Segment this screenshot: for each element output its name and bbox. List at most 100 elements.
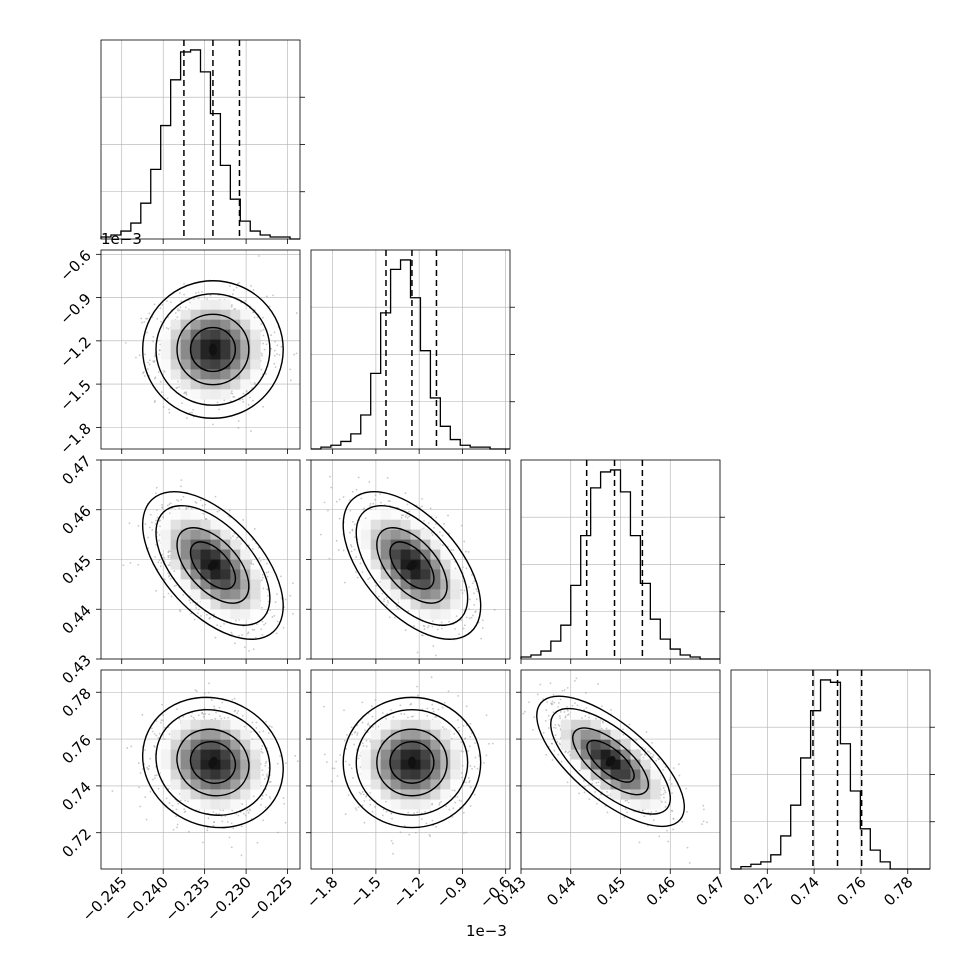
- density-cell: [230, 739, 241, 750]
- scatter-point: [261, 573, 264, 576]
- scatter-point: [431, 620, 434, 623]
- scatter-point: [458, 633, 460, 636]
- scatter-point: [436, 628, 439, 631]
- panel-content: [122, 479, 294, 652]
- scatter-point: [462, 627, 465, 630]
- scatter-point: [271, 616, 274, 618]
- density-cell: [390, 539, 401, 550]
- scatter-point: [329, 475, 331, 478]
- scatter-point: [159, 525, 161, 528]
- scatter-point: [187, 800, 189, 803]
- hist-panel-3: [520, 459, 725, 664]
- scatter-point: [246, 809, 249, 812]
- scatter-point: [187, 830, 190, 833]
- scatter-point: [374, 806, 376, 808]
- scatter-point: [274, 340, 276, 343]
- scatter-point: [254, 383, 257, 386]
- scatter-point: [335, 500, 338, 503]
- density-cell: [250, 569, 261, 580]
- density-cell: [250, 609, 261, 620]
- density-cell: [400, 519, 411, 530]
- scatter-point: [147, 361, 149, 364]
- scatter-point: [223, 717, 226, 719]
- scatter-point: [440, 621, 443, 624]
- scatter-point: [447, 514, 449, 517]
- density-cell: [410, 549, 421, 560]
- density-cell: [200, 579, 211, 590]
- scatter-point: [421, 505, 423, 508]
- scatter-point: [192, 408, 194, 411]
- scatter-point: [250, 561, 253, 564]
- density-cell: [200, 739, 211, 750]
- density-cell: [190, 559, 201, 570]
- heatmap-ytick-label: −0.9: [56, 290, 94, 328]
- density-cell: [180, 539, 191, 550]
- scatter-point: [185, 392, 187, 395]
- scatter-point: [180, 485, 182, 488]
- scatter-point: [357, 476, 360, 479]
- scatter-point: [265, 720, 267, 723]
- scatter-point: [241, 398, 244, 401]
- density-cell: [220, 379, 231, 390]
- scatter-point: [152, 335, 155, 338]
- scatter-point: [146, 317, 149, 320]
- scatter-point: [143, 375, 146, 377]
- density-cell: [240, 379, 251, 390]
- scatter-point: [189, 601, 192, 604]
- density-cell: [160, 769, 171, 780]
- density-cell: [250, 319, 261, 330]
- density-cell: [170, 769, 181, 780]
- density-cell: [200, 589, 211, 600]
- scatter-point: [178, 793, 181, 795]
- scatter-point: [244, 814, 247, 817]
- scatter-point: [144, 796, 147, 798]
- scatter-point: [440, 627, 443, 630]
- density-cell: [200, 779, 211, 790]
- scatter-point: [154, 355, 156, 358]
- density-cell: [200, 719, 211, 730]
- scatter-point: [214, 495, 217, 498]
- density-cell: [200, 599, 211, 610]
- heatmap-ytick-label: −1.2: [56, 333, 94, 371]
- scatter-point: [275, 632, 278, 635]
- scatter-point: [161, 304, 164, 306]
- scatter-point: [160, 561, 163, 564]
- scatter-point: [195, 606, 197, 609]
- density-cell: [190, 339, 201, 350]
- scatter-point: [176, 708, 178, 711]
- density-cell: [360, 519, 371, 530]
- scatter-point: [162, 516, 164, 519]
- scatter-point: [230, 390, 233, 393]
- density-cell: [200, 539, 211, 550]
- scatter-point: [351, 490, 354, 493]
- scatter-point: [433, 526, 435, 529]
- density-cell: [420, 549, 431, 560]
- scatter-point: [176, 826, 179, 829]
- contour-line: [389, 541, 435, 590]
- density-cell: [180, 789, 191, 800]
- density-cell: [240, 609, 251, 620]
- density-cell: [440, 559, 451, 570]
- scatter-point: [349, 509, 352, 512]
- density-cell: [200, 559, 211, 570]
- scatter-point: [155, 720, 158, 723]
- scatter-point: [421, 634, 424, 637]
- scatter-point: [237, 814, 240, 817]
- panel-content: [101, 255, 298, 433]
- scatter-point: [348, 499, 351, 501]
- scatter-point: [261, 634, 264, 636]
- scatter-point: [237, 426, 240, 429]
- scatter-point: [421, 497, 424, 500]
- scatter-point: [238, 634, 240, 637]
- density-cell: [400, 599, 411, 610]
- scatter-point: [230, 305, 233, 308]
- scatter-point: [265, 373, 267, 375]
- scatter-point: [261, 769, 264, 772]
- density-cell: [190, 509, 201, 520]
- scatter-point: [187, 506, 190, 509]
- contour-line: [176, 728, 250, 797]
- density-cell: [220, 729, 231, 740]
- scatter-point: [379, 493, 382, 495]
- density-cell: [210, 339, 221, 350]
- scatter-point: [153, 745, 156, 747]
